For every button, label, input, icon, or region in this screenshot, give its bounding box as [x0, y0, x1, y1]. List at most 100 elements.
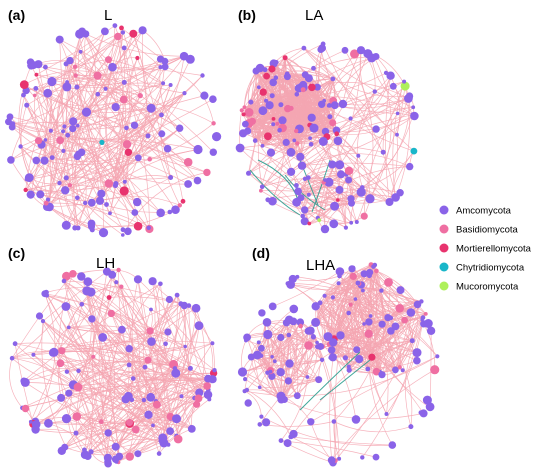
network-edge [337, 114, 414, 201]
network-edge [51, 140, 128, 158]
network-node [87, 198, 96, 207]
network-edge [97, 75, 139, 158]
network-edge [68, 327, 94, 457]
network-node [121, 233, 125, 237]
network-edge [323, 57, 372, 101]
network-node [383, 70, 389, 75]
network-node [401, 316, 408, 324]
network-node [283, 439, 292, 448]
network-node [402, 79, 407, 84]
network-node [183, 157, 193, 167]
network-edge [339, 91, 376, 166]
network-edge [109, 66, 166, 214]
network-node [256, 85, 261, 90]
network-edge [47, 130, 58, 200]
network-edge [81, 31, 185, 94]
network-node [344, 166, 354, 175]
network-edge [10, 81, 68, 160]
network-edge [131, 399, 193, 430]
network-edge [301, 162, 410, 167]
network-node [88, 449, 94, 455]
network-node [98, 419, 104, 425]
network-node [121, 45, 127, 51]
network-edge [81, 152, 107, 205]
network-node [242, 389, 247, 394]
network-node [348, 116, 353, 121]
network-edge [332, 312, 350, 358]
network-node [349, 220, 354, 225]
network-node [289, 317, 298, 326]
network-edge [11, 306, 67, 359]
network-node [133, 197, 142, 207]
network-nodes [5, 23, 222, 238]
network-node [126, 362, 132, 368]
network-edge [61, 438, 165, 452]
network-node [58, 347, 66, 355]
network-node [73, 73, 78, 78]
network-node [61, 278, 67, 284]
network-edge [48, 422, 109, 434]
network-edge [300, 191, 362, 204]
network-node [57, 393, 66, 402]
network-edge [329, 268, 353, 461]
network-node [64, 369, 70, 374]
panel-b-letter: (b) [238, 7, 256, 23]
network-node [163, 341, 168, 347]
network-edge [63, 108, 152, 152]
network-node [147, 337, 156, 346]
network-node [61, 148, 66, 153]
network-node [156, 208, 165, 218]
network-node [66, 56, 74, 65]
network-node [142, 364, 148, 370]
network-node [317, 218, 322, 223]
network-node [317, 46, 325, 53]
network-node [66, 325, 71, 330]
network-edge [296, 336, 314, 396]
network-edge [318, 164, 336, 221]
network-edge [32, 293, 56, 425]
network-node [366, 273, 372, 279]
network-edges [9, 269, 215, 465]
network-edge [115, 66, 161, 108]
network-edge [53, 331, 168, 353]
network-node [425, 402, 435, 412]
network-edge [324, 295, 369, 370]
network-edge [125, 57, 138, 128]
network-edge [102, 274, 113, 338]
network-node [244, 338, 248, 343]
network-edge [65, 63, 104, 233]
network-node [372, 367, 381, 376]
network-node [296, 152, 305, 161]
network-node [365, 194, 375, 204]
network-node [277, 395, 286, 404]
network-node [333, 136, 343, 146]
network-node [73, 430, 79, 436]
network-edge [59, 39, 171, 87]
network-node [124, 148, 133, 156]
network-node [297, 161, 307, 170]
network-node [263, 72, 270, 80]
network-node [65, 389, 73, 397]
network-node [75, 123, 80, 128]
network-node [305, 375, 310, 379]
network-node [330, 76, 336, 82]
network-edge [122, 172, 207, 236]
network-edge [68, 286, 122, 328]
network-edge [128, 331, 169, 397]
network-node [235, 143, 245, 153]
network-node [84, 452, 92, 461]
network-edge [115, 57, 138, 186]
network-node [409, 338, 415, 344]
network-edge [26, 98, 214, 180]
network-node [259, 88, 267, 96]
network-node [248, 99, 254, 105]
legend-item-amcomycota: Amcomycota [439, 205, 512, 217]
network-edge [72, 128, 189, 185]
network-node [60, 186, 70, 195]
network-node [412, 348, 422, 358]
network-node [43, 289, 49, 295]
network-edge [72, 66, 101, 201]
network-edge [339, 271, 423, 320]
network-node [20, 377, 30, 387]
network-edge [60, 139, 189, 185]
